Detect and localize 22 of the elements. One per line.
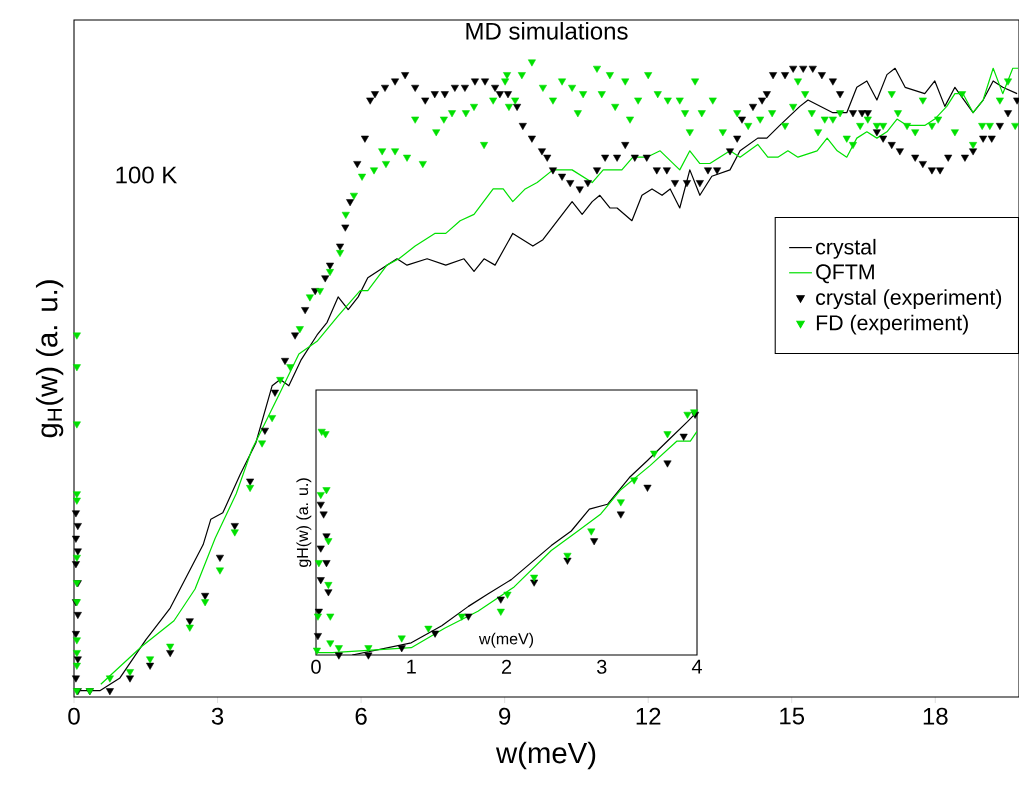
annotation: 100 K [116, 166, 178, 184]
legend-label: FD (experiment) [816, 314, 968, 335]
x-tick-label: 12 [636, 707, 661, 725]
x-tick-label: 2 [501, 659, 512, 674]
y-axis-title: g$_{H}$(w) (a. u.) [35, 280, 64, 438]
x-tick-label: 15 [780, 707, 805, 725]
x-tick-label: 0 [68, 707, 80, 725]
x-tick-label: 0 [311, 659, 321, 674]
x-tick-label: 3 [596, 659, 607, 674]
x-tick-label: 3 [211, 707, 224, 725]
legend-label: crystal [816, 238, 876, 259]
x-tick-label: 1 [407, 659, 416, 674]
x-tick-label: 4 [691, 659, 702, 674]
legend-label: crystal (experiment) [816, 289, 1002, 310]
x-axis-title: w(meV) [478, 632, 534, 648]
y-axis-title: gH(w) (a. u.) [296, 478, 312, 568]
legend-label: QFTM [816, 264, 874, 284]
x-tick-label: 6 [355, 707, 367, 725]
x-tick-label: 18 [923, 707, 948, 725]
x-tick-label: 9 [499, 707, 511, 725]
chart-title: MD simulations [466, 22, 628, 40]
x-axis-title: w(meV) [495, 741, 596, 770]
